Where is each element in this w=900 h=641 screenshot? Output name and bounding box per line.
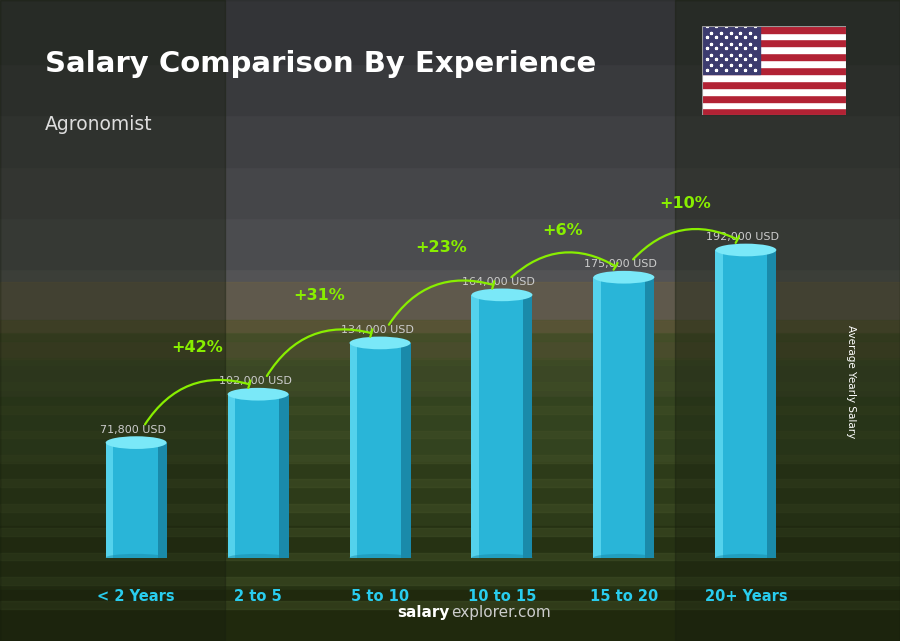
Bar (0, 167, 900, 218)
Text: +31%: +31% (293, 288, 345, 303)
Bar (0, 406, 900, 414)
Ellipse shape (105, 554, 166, 562)
Bar (702, 46, 846, 53)
Text: 10 to 15: 10 to 15 (468, 590, 536, 604)
Bar (0, 333, 900, 341)
Text: +23%: +23% (415, 240, 467, 255)
Text: salary: salary (398, 604, 450, 620)
Ellipse shape (105, 437, 166, 449)
Ellipse shape (593, 554, 654, 562)
Bar (702, 33, 846, 40)
Ellipse shape (349, 554, 410, 562)
Bar (702, 53, 846, 60)
Text: 192,000 USD: 192,000 USD (706, 232, 779, 242)
Ellipse shape (716, 244, 777, 256)
Text: +10%: +10% (659, 196, 711, 210)
Bar (702, 88, 846, 95)
Bar (0, 0, 225, 641)
Ellipse shape (228, 388, 289, 401)
Bar (702, 67, 846, 74)
Ellipse shape (472, 288, 533, 301)
Bar (105, 442, 158, 558)
Bar (0, 462, 900, 526)
Bar (702, 40, 846, 46)
Bar (716, 250, 723, 558)
Bar (702, 101, 846, 108)
Bar (472, 295, 523, 558)
Bar (702, 60, 846, 67)
Text: +42%: +42% (171, 340, 223, 354)
Bar (105, 442, 113, 558)
Bar (0, 382, 900, 390)
Bar (349, 343, 401, 558)
Bar (0, 455, 900, 463)
Ellipse shape (472, 554, 533, 562)
Bar (158, 442, 166, 558)
Bar (0, 479, 900, 487)
Bar (0, 320, 900, 359)
Bar (0, 269, 900, 320)
Bar (702, 19, 760, 74)
Text: 15 to 20: 15 to 20 (590, 590, 658, 604)
Bar (702, 74, 846, 81)
Bar (645, 277, 654, 558)
Ellipse shape (593, 271, 654, 283)
Bar (593, 277, 645, 558)
Bar (0, 504, 900, 512)
Bar (0, 115, 900, 167)
Bar (0, 601, 900, 609)
Text: 71,800 USD: 71,800 USD (100, 425, 166, 435)
Bar (0, 553, 900, 560)
Bar (279, 394, 289, 558)
Bar (0, 320, 900, 397)
Text: 102,000 USD: 102,000 USD (219, 376, 292, 387)
Ellipse shape (716, 554, 777, 562)
Text: 5 to 10: 5 to 10 (351, 590, 410, 604)
Bar (0, 590, 900, 641)
Bar (228, 394, 279, 558)
Bar (472, 295, 479, 558)
Bar (593, 277, 601, 558)
Bar (0, 64, 900, 115)
Bar (523, 295, 533, 558)
Ellipse shape (228, 554, 289, 562)
Bar (0, 218, 900, 269)
Bar (0, 397, 900, 462)
Bar (0, 431, 900, 438)
Bar (0, 577, 900, 585)
Bar (401, 343, 410, 558)
Text: 2 to 5: 2 to 5 (234, 590, 282, 604)
Bar (675, 0, 900, 641)
Bar (228, 394, 235, 558)
Bar (702, 26, 846, 33)
Bar (0, 358, 900, 365)
Text: Agronomist: Agronomist (45, 115, 153, 133)
Bar (767, 250, 777, 558)
Text: 20+ Years: 20+ Years (705, 590, 788, 604)
Text: Average Yearly Salary: Average Yearly Salary (845, 325, 856, 438)
Bar (702, 108, 846, 115)
Text: +6%: +6% (543, 222, 583, 238)
Bar (0, 282, 900, 333)
Bar (702, 95, 846, 101)
Text: 175,000 USD: 175,000 USD (584, 260, 657, 269)
Bar (349, 343, 357, 558)
Bar (0, 0, 900, 64)
Ellipse shape (349, 337, 410, 349)
Bar (0, 528, 900, 536)
Text: < 2 Years: < 2 Years (97, 590, 175, 604)
Text: explorer.com: explorer.com (451, 604, 551, 620)
Text: 134,000 USD: 134,000 USD (340, 325, 413, 335)
Bar (702, 81, 846, 88)
Text: 164,000 USD: 164,000 USD (463, 277, 536, 287)
Text: Salary Comparison By Experience: Salary Comparison By Experience (45, 50, 596, 78)
Bar (0, 526, 900, 590)
Bar (716, 250, 767, 558)
